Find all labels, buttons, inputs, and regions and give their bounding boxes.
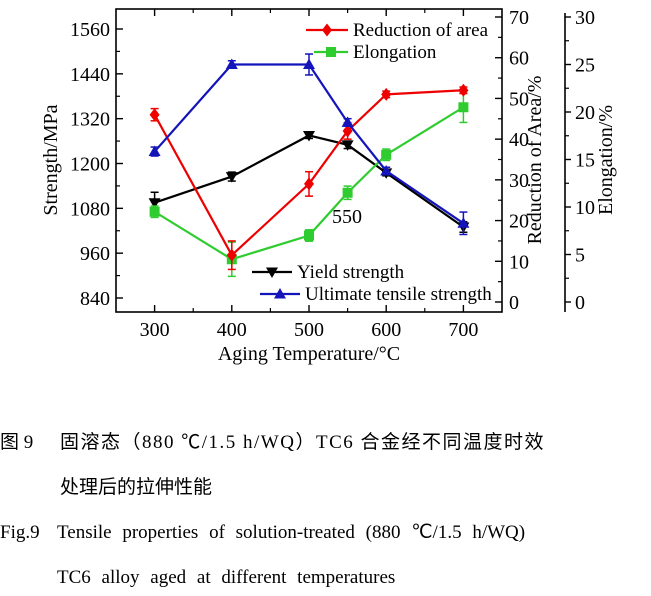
diamond-marker (322, 23, 332, 37)
square-marker (326, 47, 336, 57)
triangle-down-marker (148, 198, 161, 209)
caption-zh-line1: 固溶态（880 ℃/1.5 h/WQ）TC6 合金经不同温度时效 (60, 432, 545, 453)
caption-en-line2: TC6 alloy aged at different temperatures (57, 567, 396, 588)
right1-tick-label: 70 (509, 7, 529, 29)
diamond-marker (458, 83, 469, 97)
right1-axis-title: Reduction of Area/% (524, 76, 546, 245)
x-axis-title: Aging Temperature/°C (218, 343, 400, 365)
right2-axis-title: Elongation/% (595, 105, 617, 215)
figure-caption: 图 9 固溶态（880 ℃/1.5 h/WQ）TC6 合金经不同温度时效 处理后… (0, 420, 645, 596)
right2-tick-label: 25 (575, 55, 595, 77)
right1-tick-label: 50 (509, 88, 529, 110)
square-marker (381, 149, 392, 160)
square-marker (458, 102, 469, 113)
left-tick-label: 1080 (70, 198, 110, 220)
caption-zh: 图 9 固溶态（880 ℃/1.5 h/WQ）TC6 合金经不同温度时效 处理后… (0, 420, 645, 510)
annotation-550: 550 (332, 206, 362, 228)
right2-tick-label: 20 (575, 102, 595, 124)
right1-tick-label: 40 (509, 129, 529, 151)
triangle-up-marker (380, 164, 393, 176)
left-tick-label: 840 (80, 288, 110, 310)
diamond-marker (149, 108, 160, 122)
triangle-up-marker (274, 288, 286, 299)
caption-zh-label: 图 9 (0, 432, 34, 453)
triangle-down-marker (266, 267, 278, 278)
right1-tick-label: 60 (509, 48, 529, 70)
x-tick-label: 600 (371, 319, 401, 341)
diamond-marker (342, 124, 353, 138)
triangle-down-marker (341, 140, 354, 151)
x-tick-label: 500 (294, 319, 324, 341)
x-tick-label: 300 (140, 319, 170, 341)
right1-tick-label: 10 (509, 251, 529, 273)
right1-tick-label: 20 (509, 211, 529, 233)
legend-label: Elongation (353, 42, 437, 63)
x-tick-label: 400 (217, 319, 247, 341)
left-tick-label: 1320 (70, 109, 110, 131)
triangle-up-marker (148, 145, 161, 157)
series-reduction-of-area (149, 83, 469, 271)
legend-label: Ultimate tensile strength (305, 284, 492, 305)
left-tick-label: 1200 (70, 154, 110, 176)
legend-label: Yield strength (297, 262, 405, 283)
caption-en-label: Fig.9 (0, 522, 40, 543)
triangle-up-marker (225, 58, 238, 69)
triangle-down-marker (225, 172, 238, 183)
left-axis-strength: 840 960 1080 1200 1320 1440 1560 Strength/MPa (40, 19, 123, 310)
caption-en: Fig.9 Tensile properties of solution-tre… (0, 510, 645, 596)
diamond-marker (381, 87, 392, 101)
legend-label: Reduction of area (353, 20, 489, 41)
caption-en-line1: Tensile properties of solution-treated (… (57, 522, 526, 543)
right2-tick-label: 0 (575, 292, 585, 314)
tensile-chart-figure: 300 400 500 600 700 Aging Temperature/°C 840 96… (40, 7, 617, 365)
diamond-marker (304, 177, 314, 191)
square-marker (304, 230, 314, 241)
series-ultimate-tensile-strength (148, 53, 470, 236)
triangle-up-marker (457, 217, 470, 228)
triangle-up-marker (341, 116, 354, 127)
right2-tick-label: 30 (575, 7, 595, 29)
caption-zh-line2: 处理后的拉伸性能 (60, 477, 213, 498)
right1-tick-label: 0 (509, 292, 519, 314)
square-marker (149, 206, 160, 217)
x-axis: 300 400 500 600 700 Aging Temperature/°C (140, 9, 478, 365)
right2-tick-label: 15 (575, 150, 595, 172)
triangle-up-marker (303, 58, 315, 69)
x-tick-label: 700 (448, 319, 478, 341)
left-tick-label: 1560 (70, 19, 110, 41)
triangle-down-marker (303, 130, 315, 142)
right2-tick-label: 5 (575, 245, 585, 267)
diamond-marker (226, 248, 237, 262)
right-axis-elongation: 0 5 10 15 20 25 30 Elongation/% (564, 7, 617, 314)
left-tick-label: 960 (80, 243, 110, 265)
square-marker (342, 187, 353, 198)
right-axis-reduction: 0 10 20 30 40 50 60 70 Reduction of Area/% (495, 7, 546, 314)
right1-tick-label: 30 (509, 170, 529, 192)
left-axis-title: Strength/MPa (40, 104, 62, 215)
left-tick-label: 1440 (70, 64, 110, 86)
right2-tick-label: 10 (575, 197, 595, 219)
